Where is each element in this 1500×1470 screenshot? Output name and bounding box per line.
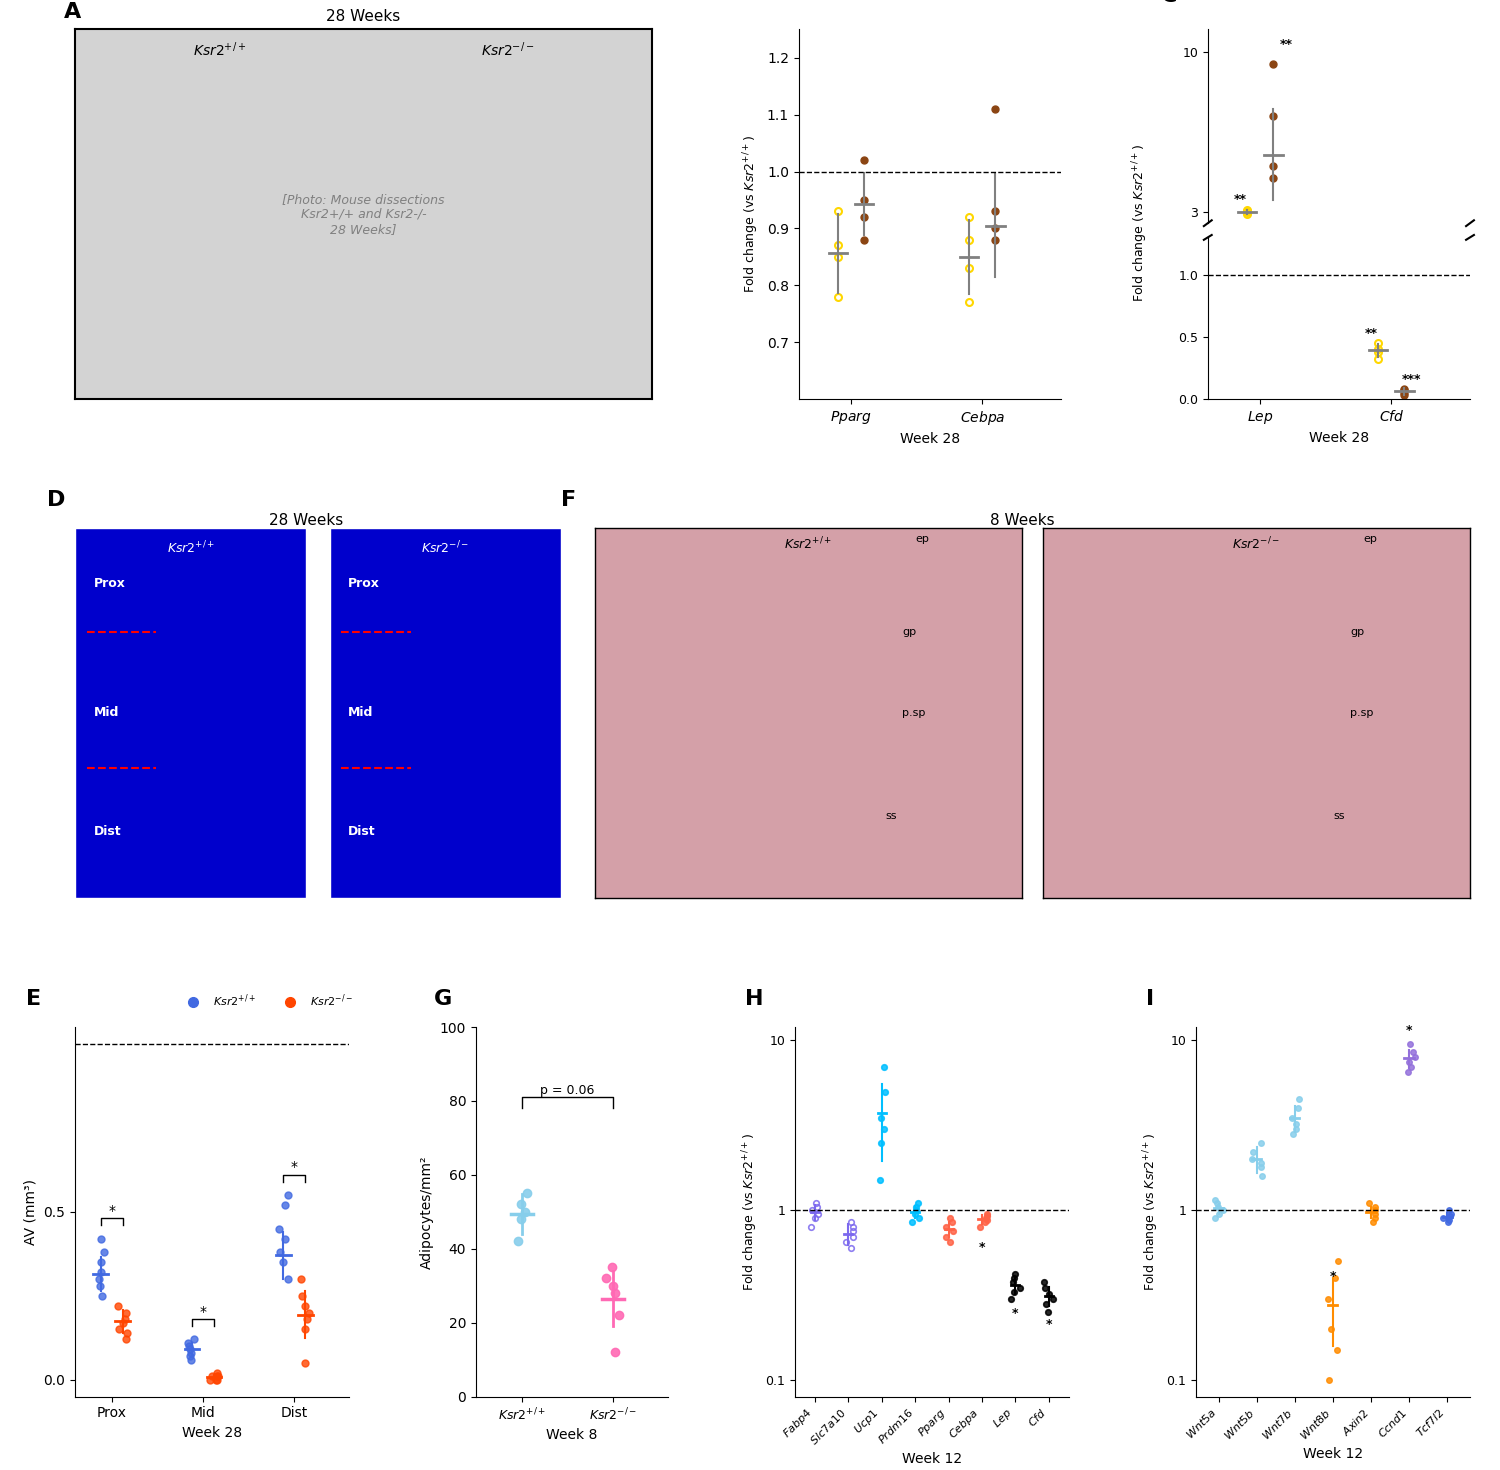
- Text: *: *: [1406, 1023, 1413, 1036]
- Text: *: *: [1046, 1317, 1052, 1330]
- Text: C: C: [1161, 0, 1178, 6]
- Text: E: E: [26, 988, 40, 1008]
- Text: **: **: [1365, 326, 1378, 340]
- Text: I: I: [1146, 988, 1155, 1008]
- Text: p = 0.06: p = 0.06: [540, 1083, 594, 1097]
- Title: 8 Weeks: 8 Weeks: [990, 513, 1054, 528]
- Text: Dist: Dist: [93, 825, 122, 838]
- Y-axis label: Adipocytes/mm²: Adipocytes/mm²: [420, 1155, 435, 1269]
- Text: p.sp: p.sp: [903, 709, 926, 717]
- Legend: $Ksr2^{+/+}$, $Ksr2^{-/-}$: $Ksr2^{+/+}$, $Ksr2^{-/-}$: [178, 988, 357, 1014]
- Text: ep: ep: [1364, 534, 1377, 544]
- Text: ***: ***: [1401, 373, 1420, 385]
- Text: D: D: [46, 490, 66, 510]
- Title: 28 Weeks: 28 Weeks: [327, 9, 400, 24]
- Text: Mid: Mid: [348, 707, 374, 719]
- X-axis label: Week 12: Week 12: [1304, 1446, 1364, 1461]
- Text: Dist: Dist: [348, 825, 375, 838]
- Text: *: *: [1329, 1270, 1336, 1283]
- Text: H: H: [746, 988, 764, 1008]
- X-axis label: Week 8: Week 8: [546, 1429, 597, 1442]
- Text: *: *: [980, 1241, 986, 1254]
- X-axis label: Week 28: Week 28: [1310, 431, 1370, 445]
- Text: gp: gp: [1350, 626, 1365, 637]
- Text: ss: ss: [885, 811, 897, 822]
- Text: F: F: [561, 490, 576, 510]
- Text: Prox: Prox: [348, 578, 380, 589]
- Text: ss: ss: [1334, 811, 1346, 822]
- Text: *: *: [1013, 1307, 1019, 1320]
- Text: *: *: [108, 1204, 116, 1219]
- Text: Prox: Prox: [93, 578, 126, 589]
- Text: gp: gp: [903, 626, 916, 637]
- Text: G: G: [433, 988, 451, 1008]
- Y-axis label: Fold change (vs $Ksr2^{+/+}$): Fold change (vs $Ksr2^{+/+}$): [1142, 1133, 1161, 1291]
- Text: Mid: Mid: [93, 707, 118, 719]
- Y-axis label: Fold change (vs $Ksr2^{+/+}$): Fold change (vs $Ksr2^{+/+}$): [1131, 144, 1150, 303]
- Text: $Ksr2^{+/+}$: $Ksr2^{+/+}$: [192, 41, 246, 59]
- Text: [Photo: Mouse dissections
Ksr2+/+ and Ksr2-/-
28 Weeks]: [Photo: Mouse dissections Ksr2+/+ and Ks…: [282, 193, 444, 235]
- Text: *: *: [291, 1160, 298, 1175]
- Text: **: **: [1280, 38, 1293, 50]
- Title: 28 Weeks: 28 Weeks: [270, 513, 344, 528]
- X-axis label: Week 12: Week 12: [902, 1452, 962, 1467]
- Text: **: **: [1234, 193, 1246, 206]
- Y-axis label: Fold change (vs $Ksr2^{+/+}$): Fold change (vs $Ksr2^{+/+}$): [741, 135, 762, 293]
- Text: $Ksr2^{-/-}$: $Ksr2^{-/-}$: [422, 539, 470, 556]
- Text: *: *: [200, 1305, 207, 1319]
- Text: $Ksr2^{+/+}$: $Ksr2^{+/+}$: [784, 535, 832, 553]
- Text: ep: ep: [915, 534, 928, 544]
- Text: $Ksr2^{-/-}$: $Ksr2^{-/-}$: [482, 41, 534, 59]
- Text: $Ksr2^{+/+}$: $Ksr2^{+/+}$: [166, 539, 214, 556]
- Text: $Ksr2^{-/-}$: $Ksr2^{-/-}$: [1233, 535, 1281, 553]
- Text: A: A: [63, 1, 81, 22]
- Y-axis label: Fold change (vs $Ksr2^{+/+}$): Fold change (vs $Ksr2^{+/+}$): [740, 1133, 759, 1291]
- Y-axis label: AV (mm³): AV (mm³): [24, 1179, 38, 1245]
- X-axis label: Week 28: Week 28: [900, 432, 960, 447]
- X-axis label: Week 28: Week 28: [182, 1426, 242, 1439]
- Text: p.sp: p.sp: [1350, 709, 1374, 717]
